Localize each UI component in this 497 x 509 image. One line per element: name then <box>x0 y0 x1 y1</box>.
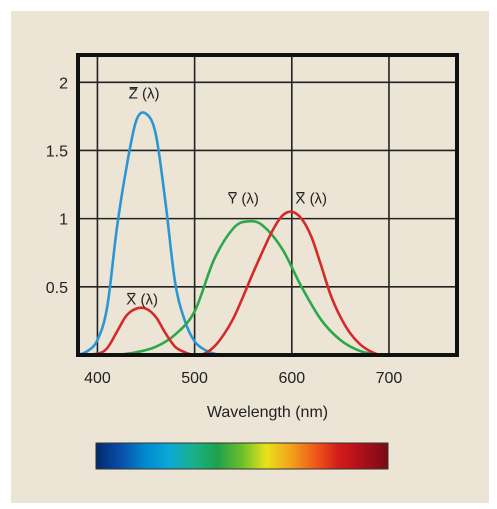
y-tick-label: 0.5 <box>46 280 68 297</box>
x-axis-label: Wavelength (nm) <box>207 404 328 421</box>
curve-label-text: Z (λ) <box>129 86 160 103</box>
series-line-2 <box>77 210 380 357</box>
curve-label: Y (λ) <box>228 191 259 208</box>
series-line-0 <box>77 111 224 357</box>
y-tick-label: 1 <box>59 212 68 229</box>
x-tick-label: 600 <box>278 370 305 387</box>
x-tick-label: 400 <box>84 370 111 387</box>
y-tick-label: 1.5 <box>46 143 68 160</box>
curve-label-text: X (λ) <box>295 191 327 208</box>
spectrum-bar <box>95 442 389 470</box>
curve-label-text: Y (λ) <box>228 191 259 208</box>
curve-label-text: X (λ) <box>126 292 158 309</box>
x-tick-label: 700 <box>376 370 403 387</box>
chart-figure: 0.5 1 1.5 2 400 500 600 700 Z (λ) Y (λ) X (λ) X (… <box>11 11 489 503</box>
curve-label: X (λ) <box>126 292 158 309</box>
y-tick-label: 2 <box>59 75 68 92</box>
x-tick-label: 500 <box>181 370 208 387</box>
curve-label: X (λ) <box>295 191 327 208</box>
curve-label: Z (λ) <box>129 86 160 103</box>
grid-lines <box>78 55 457 355</box>
curves <box>77 111 380 357</box>
series-line-1 <box>116 219 380 357</box>
x-axis-ticks: 400 500 600 700 <box>84 370 402 387</box>
y-axis-ticks: 0.5 1 1.5 2 <box>46 75 68 297</box>
curve-annotations: Z (λ) Y (λ) X (λ) X (λ) <box>126 86 327 309</box>
plot-frame <box>76 53 459 357</box>
chart-svg: 0.5 1 1.5 2 400 500 600 700 Z (λ) Y (λ) X (λ) X (… <box>46 53 459 470</box>
